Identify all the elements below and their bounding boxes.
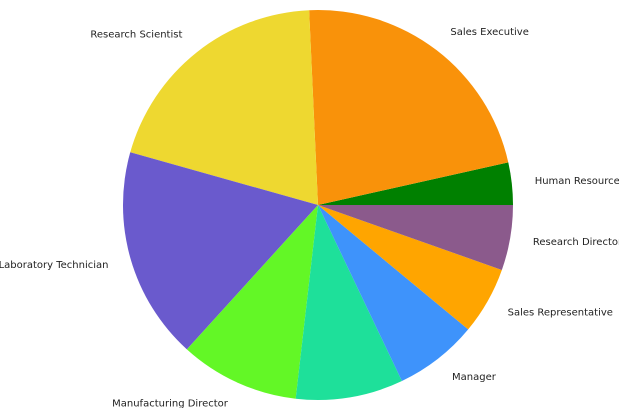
label-manager: Manager bbox=[452, 372, 497, 383]
label-manufacturing-director: Manufacturing Director bbox=[112, 399, 229, 408]
label-laboratory-technician: Laboratory Technician bbox=[0, 260, 109, 271]
slice-sales-executive bbox=[309, 9, 509, 205]
slice-manager bbox=[318, 205, 469, 382]
slice-research-scientist bbox=[130, 10, 318, 206]
slice-human-resources bbox=[318, 162, 513, 205]
slice-laboratory-technician bbox=[122, 152, 318, 350]
slice-sales-representative bbox=[318, 205, 502, 330]
label-human-resources: Human Resources bbox=[535, 176, 619, 187]
slice-research-director bbox=[318, 205, 513, 270]
slice-manufacturing-director bbox=[186, 205, 318, 399]
label-research-director: Research Director bbox=[533, 237, 619, 248]
label-research-scientist: Research Scientist bbox=[90, 29, 182, 40]
slice-labels: Human Resources Sales Executive Research S… bbox=[0, 27, 619, 408]
pie-slices bbox=[122, 9, 513, 401]
slice-healthcare-representative bbox=[295, 205, 402, 401]
label-sales-executive: Sales Executive bbox=[450, 27, 528, 38]
label-sales-representative: Sales Representative bbox=[508, 308, 613, 319]
